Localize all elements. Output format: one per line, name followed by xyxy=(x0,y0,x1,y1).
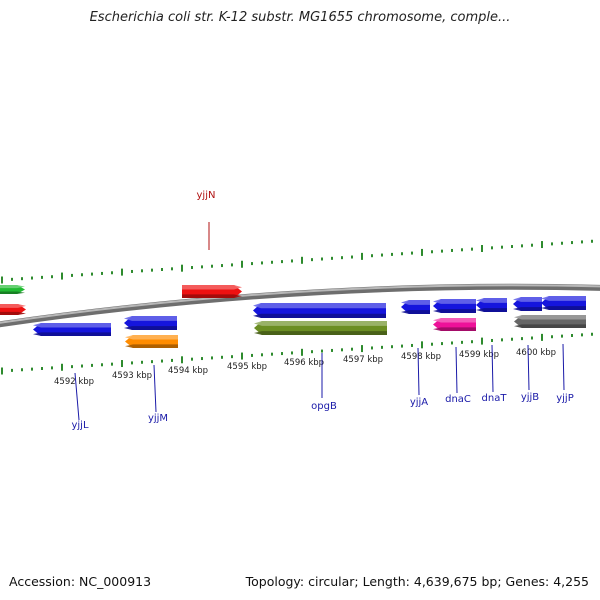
gene-label-yjjB[interactable]: yjjB xyxy=(521,344,539,403)
map-title: Escherichia coli str. K-12 substr. MG165… xyxy=(89,10,511,25)
gene-arrow[interactable] xyxy=(0,304,26,315)
chromosome-backbone xyxy=(0,283,600,328)
gene-label-yjjN[interactable]: yjjN xyxy=(197,190,216,250)
gene-name: yjjN xyxy=(197,190,216,201)
gene-arrow[interactable] xyxy=(0,285,25,294)
gene-label-dnaC[interactable]: dnaC xyxy=(445,346,471,405)
gene-label-yjjP[interactable]: yjjP xyxy=(556,343,574,404)
gene-arrow-yjjP[interactable] xyxy=(541,296,586,310)
scale-label: 4599 kbp xyxy=(459,350,499,360)
gene-label-opgB[interactable]: opgB xyxy=(311,353,337,412)
gene-arrow-yjjB[interactable] xyxy=(513,297,542,311)
scale-label: 4598 kbp xyxy=(401,352,441,362)
gene-arrow-yjjN[interactable] xyxy=(182,285,242,298)
gene-name: yjjA xyxy=(410,397,428,408)
gene-arrow[interactable] xyxy=(125,335,178,348)
gene-arrow-yjjL[interactable] xyxy=(33,323,111,336)
gene-name: dnaC xyxy=(445,394,471,405)
gene-name: yjjL xyxy=(71,420,88,431)
gene-name: dnaT xyxy=(482,393,508,404)
gene-arrow-dnaC[interactable] xyxy=(433,299,476,313)
gene-arrow-yjjM[interactable] xyxy=(124,316,177,330)
accession-label: Accession: NC_000913 xyxy=(9,574,152,589)
gene-arrow-opgB[interactable] xyxy=(253,303,386,318)
topology-label: Topology: circular; Length: 4,639,675 bp… xyxy=(245,574,589,589)
gene-arrow[interactable] xyxy=(514,315,586,328)
gene-name: yjjB xyxy=(521,392,539,403)
scale-label: 4600 kbp xyxy=(516,348,556,358)
gene-arrow-yjjA[interactable] xyxy=(401,300,430,314)
forward-tick-row xyxy=(1,239,593,284)
gene-arrow-dnaT[interactable] xyxy=(476,298,507,312)
scale-label: 4595 kbp xyxy=(227,362,267,372)
gene-arrow[interactable] xyxy=(254,321,387,335)
gene-name: opgB xyxy=(311,401,337,412)
chromosome-backbone-highlight xyxy=(0,284,600,324)
gene-arrow[interactable] xyxy=(433,318,476,331)
gene-label-yjjA[interactable]: yjjA xyxy=(410,347,428,408)
scale-label: 4594 kbp xyxy=(168,366,208,376)
gene-label-yjjM[interactable]: yjjM xyxy=(148,364,168,424)
gene-name: yjjM xyxy=(148,413,168,424)
scale-label: 4592 kbp xyxy=(54,377,94,387)
reverse-tick-row xyxy=(1,332,593,375)
scale-label: 4597 kbp xyxy=(343,355,383,365)
gene-label-yjjL[interactable]: yjjL xyxy=(71,372,89,431)
gene-name: yjjP xyxy=(556,393,574,404)
gene-label-dnaT[interactable]: dnaT xyxy=(482,344,508,404)
scale-label: 4596 kbp xyxy=(284,358,324,368)
scale-label: 4593 kbp xyxy=(112,371,152,381)
